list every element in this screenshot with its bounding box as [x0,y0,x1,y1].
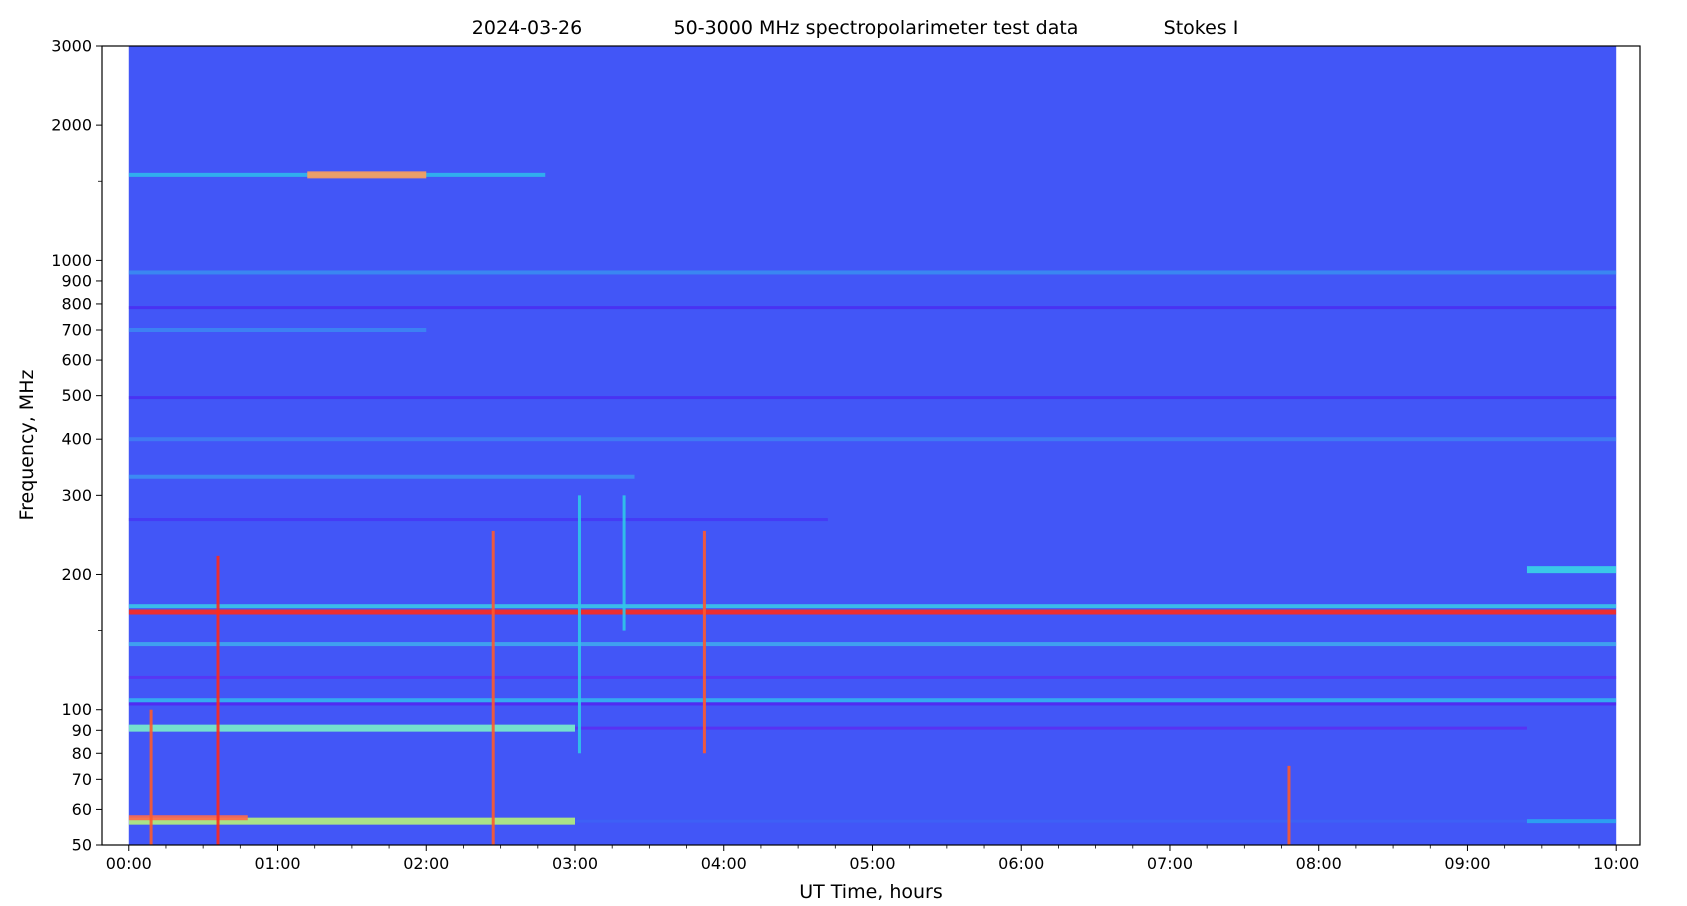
y-tick-label-0: 50 [72,836,92,855]
plot-frame [101,45,1641,846]
band-14 [128,474,635,479]
y-tick-label-11: 700 [61,320,92,339]
title-main: 50-3000 MHz spectropolarimeter test data [674,17,1079,39]
band-5 [575,726,1527,730]
y-tick-label-6: 200 [61,565,92,584]
band-8 [128,675,1617,679]
y-axis: 50 60 70 80 90 100 200 300 400 500 600 700 800 900100… [51,37,102,855]
burst-5 [702,530,706,754]
x-tick-label-0: 00:00 [106,854,152,873]
x-tick-label-7: 07:00 [1147,854,1193,873]
band-4 [128,724,576,732]
y-tick-label-9: 500 [61,386,92,405]
y-tick-label-14: 1000 [51,251,92,270]
spectral-bands [128,171,1617,825]
y-tick-label-4: 90 [72,721,92,740]
title-parameter: Stokes I [1164,17,1239,39]
band-7 [128,702,1617,706]
band-0 [128,817,576,825]
band-2 [575,819,1527,823]
y-tick-label-8: 400 [61,430,92,449]
y-tick-label-12: 800 [61,294,92,313]
band-15 [128,437,1617,442]
y-tick-label-10: 600 [61,351,92,370]
chart-title: 2024-03-26 50-3000 MHz spectropolarimete… [472,17,1239,39]
y-tick-label-2: 70 [72,770,92,789]
x-tick-label-9: 09:00 [1444,854,1490,873]
y-tick-label-7: 300 [61,486,92,505]
band-1 [128,815,248,821]
x-axis-label: UT Time, hours [799,881,943,903]
radio-bursts [149,495,1291,845]
band-6 [128,698,1617,703]
x-tick-label-10: 10:00 [1593,854,1639,873]
x-tick-label-8: 08:00 [1296,854,1342,873]
spectrogram-image [128,46,1617,845]
x-tick-label-1: 01:00 [254,854,300,873]
x-axis: 00:00 01:00 02:00 03:00 04:00 05:00 06:00 07:00… [106,845,1639,873]
burst-6 [1287,765,1291,845]
burst-1 [149,709,153,845]
x-tick-label-4: 04:00 [701,854,747,873]
y-tick-label-5: 100 [61,700,92,719]
y-tick-label-13: 900 [61,271,92,290]
band-11 [128,604,1617,609]
burst-3 [577,495,581,754]
band-17 [128,327,427,332]
y-axis-label: Frequency, MHz [16,370,38,521]
x-tick-label-2: 02:00 [403,854,449,873]
burst-0 [216,555,220,845]
x-tick-label-5: 05:00 [849,854,895,873]
y-tick-label-1: 60 [72,800,92,819]
burst-4 [622,495,626,631]
burst-2 [491,530,495,845]
y-tick-label-15: 2000 [51,116,92,135]
band-16 [128,396,1617,400]
band-19 [128,270,1617,275]
band-12 [1526,566,1617,574]
band-10 [128,609,1617,615]
band-3 [1526,819,1617,824]
title-date: 2024-03-26 [472,17,582,39]
x-tick-label-3: 03:00 [552,854,598,873]
band-21 [307,171,427,179]
band-13 [128,518,828,522]
y-tick-label-3: 80 [72,744,92,763]
x-tick-label-6: 06:00 [998,854,1044,873]
y-tick-label-16: 3000 [51,37,92,56]
band-18 [128,306,1617,310]
band-9 [128,642,1617,647]
